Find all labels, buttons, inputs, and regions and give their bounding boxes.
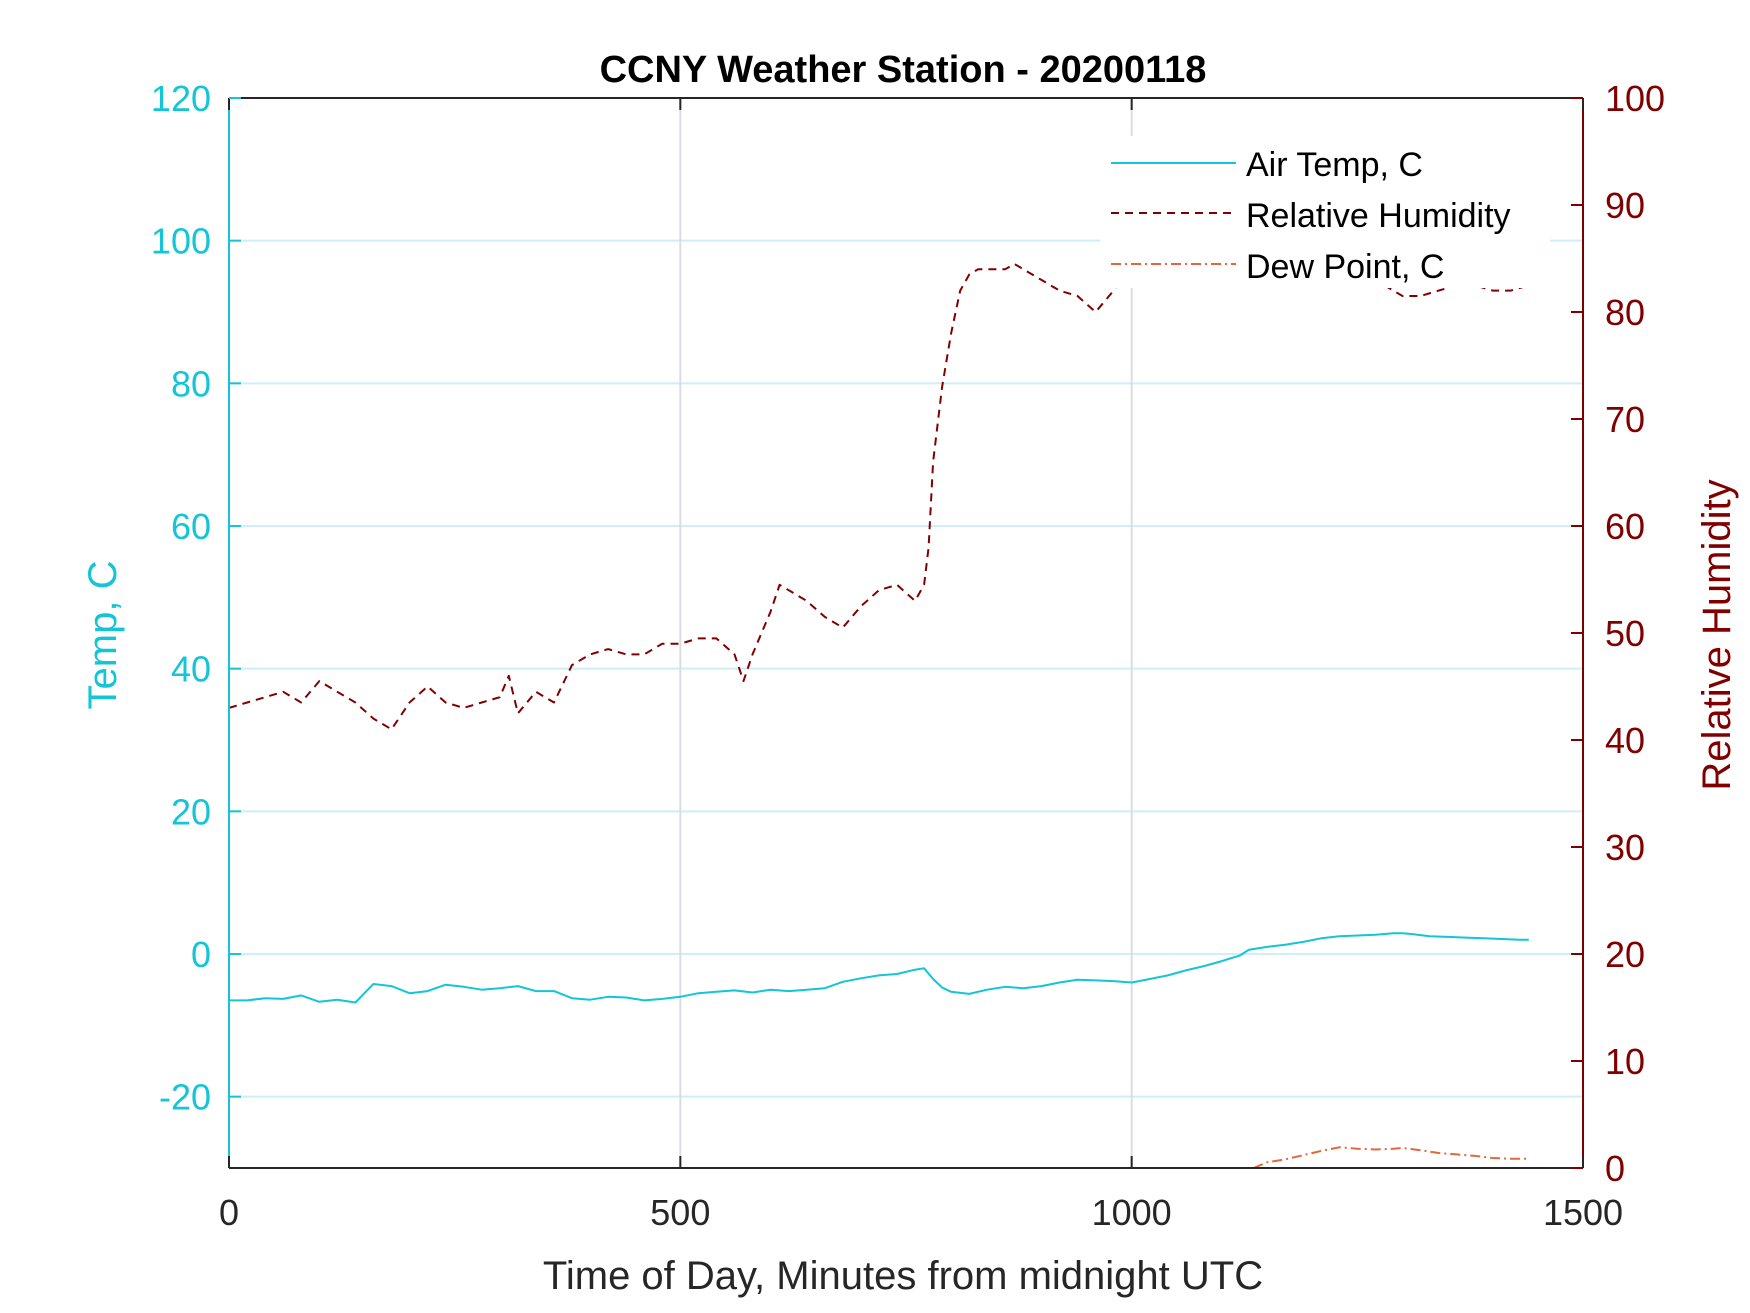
y-tick-label-right: 0 [1605,1148,1625,1189]
y-tick-label-left: 100 [151,221,211,262]
y-tick-label-right: 90 [1605,185,1645,226]
y-tick-label-right: 60 [1605,506,1645,547]
y-axis-label-left: Temp, C [81,561,125,710]
y-tick-label-left: 120 [151,78,211,119]
y-tick-label-left: 0 [191,934,211,975]
x-tick-label: 500 [650,1192,710,1233]
y-tick-label-left: -20 [159,1077,211,1118]
tick-labels: 0 500 1000 1500120100806040200-201009080706… [151,78,1665,1233]
x-tick-label: 0 [219,1192,239,1233]
x-tick-label: 1000 [1092,1192,1172,1233]
legend: Air Temp, C Relative Humidity Dew Point,… [1100,136,1550,288]
x-tick-label: 1500 [1543,1192,1623,1233]
x-axis-label: Time of Day, Minutes from midnight UTC [543,1254,1263,1298]
y-tick-label-right: 50 [1605,613,1645,654]
legend-label-relative-humidity: Relative Humidity [1246,197,1511,235]
y-tick-label-left: 40 [171,649,211,690]
y-tick-label-right: 30 [1605,827,1645,868]
axes [228,97,1584,1169]
y-tick-label-right: 40 [1605,720,1645,761]
series-line-air-temp-c [229,932,1529,1004]
y-tick-label-right: 10 [1605,1041,1645,1082]
series-line-dew-point-c [1253,1146,1529,1169]
legend-label-air-temp: Air Temp, C [1246,146,1423,184]
y-tick-label-right: 20 [1605,934,1645,975]
y-axis-label-right: Relative Humidity [1695,479,1739,790]
y-tick-label-right: 70 [1605,399,1645,440]
y-tick-label-left: 60 [171,506,211,547]
y-tick-label-right: 100 [1605,78,1665,119]
legend-label-dew-point: Dew Point, C [1246,248,1444,286]
y-tick-label-left: 80 [171,363,211,404]
y-tick-label-left: 20 [171,791,211,832]
y-tick-label-right: 80 [1605,292,1645,333]
chart-title: CCNY Weather Station - 20200118 [600,49,1207,91]
